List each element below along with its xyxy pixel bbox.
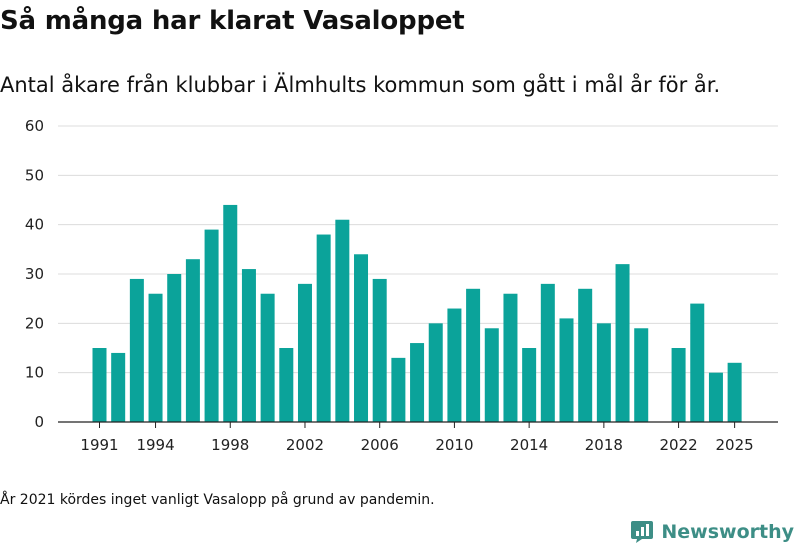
x-tick-label: 2006 (361, 436, 399, 454)
bar-2018[interactable] (596, 323, 611, 422)
y-tick-label: 20 (25, 314, 44, 332)
y-tick-label: 0 (34, 413, 44, 431)
y-tick-label: 30 (25, 265, 44, 283)
bar-2025[interactable] (727, 362, 742, 422)
bar-2004[interactable] (335, 219, 350, 422)
bar-2000[interactable] (260, 293, 275, 422)
brand-name: Newsworthy (661, 520, 794, 543)
x-tick-label: 2022 (659, 436, 697, 454)
bar-1993[interactable] (129, 278, 144, 422)
x-tick-label: 1998 (211, 436, 249, 454)
bar-1995[interactable] (167, 274, 182, 422)
bar-2011[interactable] (466, 288, 481, 422)
bar-2017[interactable] (578, 288, 593, 422)
bar-1997[interactable] (204, 229, 219, 422)
bar-2010[interactable] (447, 308, 462, 422)
y-tick-label: 40 (25, 216, 44, 234)
bar-2013[interactable] (503, 293, 518, 422)
bar-2014[interactable] (522, 348, 537, 422)
x-tick-label: 2014 (510, 436, 548, 454)
y-tick-label: 10 (25, 364, 44, 382)
x-axis-labels: 1991 1994 1998 2002 2006 2010 2014 2018 2022 2025 (80, 436, 753, 454)
bar-2006[interactable] (372, 278, 387, 422)
bar-2020[interactable] (634, 328, 649, 422)
x-tick-label: 1994 (136, 436, 174, 454)
y-axis-labels: 0 10 20 30 40 50 60 (25, 117, 44, 431)
x-tick-label: 2025 (716, 436, 754, 454)
bar-2019[interactable] (615, 264, 630, 422)
bar-2007[interactable] (391, 357, 406, 422)
x-axis (58, 421, 778, 428)
bar-2008[interactable] (410, 343, 425, 422)
bar-chart: 0 10 20 30 40 50 60 1991 1994 1998 2002 2006 2010 20… (25, 117, 778, 454)
bar-1994[interactable] (148, 293, 163, 422)
bar-2001[interactable] (279, 348, 294, 422)
bar-1991[interactable] (92, 348, 107, 422)
bar-2023[interactable] (690, 303, 705, 422)
bar-2009[interactable] (428, 323, 443, 422)
bar-2012[interactable] (484, 328, 499, 422)
x-tick-label: 1991 (80, 436, 118, 454)
bar-2003[interactable] (316, 234, 331, 422)
bar-2002[interactable] (297, 283, 312, 422)
bar-2024[interactable] (708, 372, 723, 422)
chart-title: Så många har klarat Vasaloppet (0, 6, 465, 36)
bar-2022[interactable] (671, 348, 686, 422)
bar-chart-logo-icon (631, 521, 654, 543)
y-tick-label: 50 (25, 166, 44, 184)
x-tick-label: 2018 (585, 436, 623, 454)
bar-2015[interactable] (540, 283, 555, 422)
bar-2016[interactable] (559, 318, 574, 422)
bar-1999[interactable] (241, 269, 256, 422)
y-tick-label: 60 (25, 117, 44, 135)
bars (92, 204, 742, 422)
bar-1996[interactable] (185, 259, 200, 422)
newsworthy-logo[interactable]: Newsworthy (630, 519, 794, 544)
chart-subtitle: Antal åkare från klubbar i Älmhults komm… (0, 73, 721, 97)
bar-1992[interactable] (111, 352, 126, 422)
gridlines (58, 125, 778, 374)
bar-1998[interactable] (223, 204, 238, 422)
footnote: År 2021 kördes inget vanligt Vasalopp på… (0, 492, 435, 508)
bar-2005[interactable] (354, 254, 369, 422)
x-tick-label: 2002 (286, 436, 324, 454)
x-tick-label: 2010 (435, 436, 473, 454)
